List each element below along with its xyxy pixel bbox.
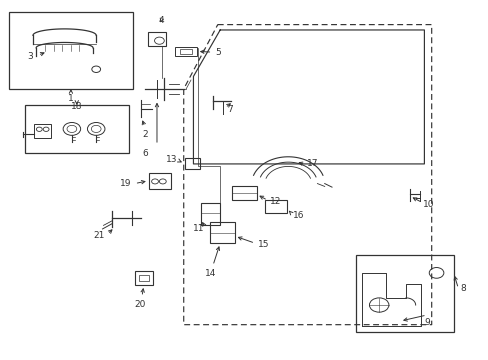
Text: 1: 1 bbox=[68, 94, 74, 103]
Bar bbox=[25, 105, 129, 153]
Bar bbox=[148, 173, 170, 189]
Text: 9: 9 bbox=[423, 318, 429, 327]
Bar bbox=[139, 275, 148, 282]
Bar bbox=[201, 203, 220, 225]
Text: 17: 17 bbox=[306, 159, 318, 168]
Text: 8: 8 bbox=[460, 284, 466, 293]
Bar bbox=[180, 49, 192, 54]
Bar bbox=[232, 186, 256, 200]
Text: 21: 21 bbox=[93, 231, 105, 240]
Bar bbox=[210, 222, 234, 243]
Bar bbox=[135, 271, 152, 285]
Text: 18: 18 bbox=[71, 102, 82, 111]
Text: 13: 13 bbox=[166, 156, 178, 165]
Text: 12: 12 bbox=[270, 197, 281, 206]
Text: 16: 16 bbox=[292, 211, 304, 220]
Text: 20: 20 bbox=[134, 300, 145, 309]
Bar bbox=[265, 201, 286, 213]
Bar bbox=[175, 47, 197, 56]
Text: 14: 14 bbox=[204, 269, 216, 278]
Bar bbox=[148, 32, 165, 46]
Bar bbox=[34, 123, 51, 138]
Bar bbox=[356, 255, 453, 332]
Text: 2: 2 bbox=[142, 130, 147, 139]
Bar bbox=[184, 158, 200, 169]
Text: 11: 11 bbox=[193, 224, 204, 233]
Text: 15: 15 bbox=[258, 240, 269, 249]
Text: 7: 7 bbox=[227, 105, 233, 114]
Text: 10: 10 bbox=[423, 200, 434, 209]
Bar bbox=[9, 12, 132, 89]
Text: 5: 5 bbox=[215, 48, 221, 57]
Text: 19: 19 bbox=[120, 179, 131, 188]
Text: 6: 6 bbox=[142, 149, 147, 158]
Text: 4: 4 bbox=[159, 16, 164, 25]
Text: 3: 3 bbox=[27, 51, 33, 60]
